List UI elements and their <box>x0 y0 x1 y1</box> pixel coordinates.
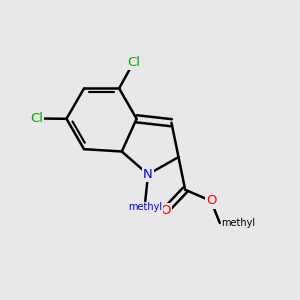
Text: N: N <box>143 168 153 181</box>
Text: Cl: Cl <box>127 56 140 69</box>
Text: O: O <box>206 194 216 208</box>
Text: methyl: methyl <box>221 218 255 228</box>
Text: O: O <box>160 204 171 217</box>
Text: Cl: Cl <box>30 112 43 125</box>
Text: methyl: methyl <box>128 202 162 212</box>
